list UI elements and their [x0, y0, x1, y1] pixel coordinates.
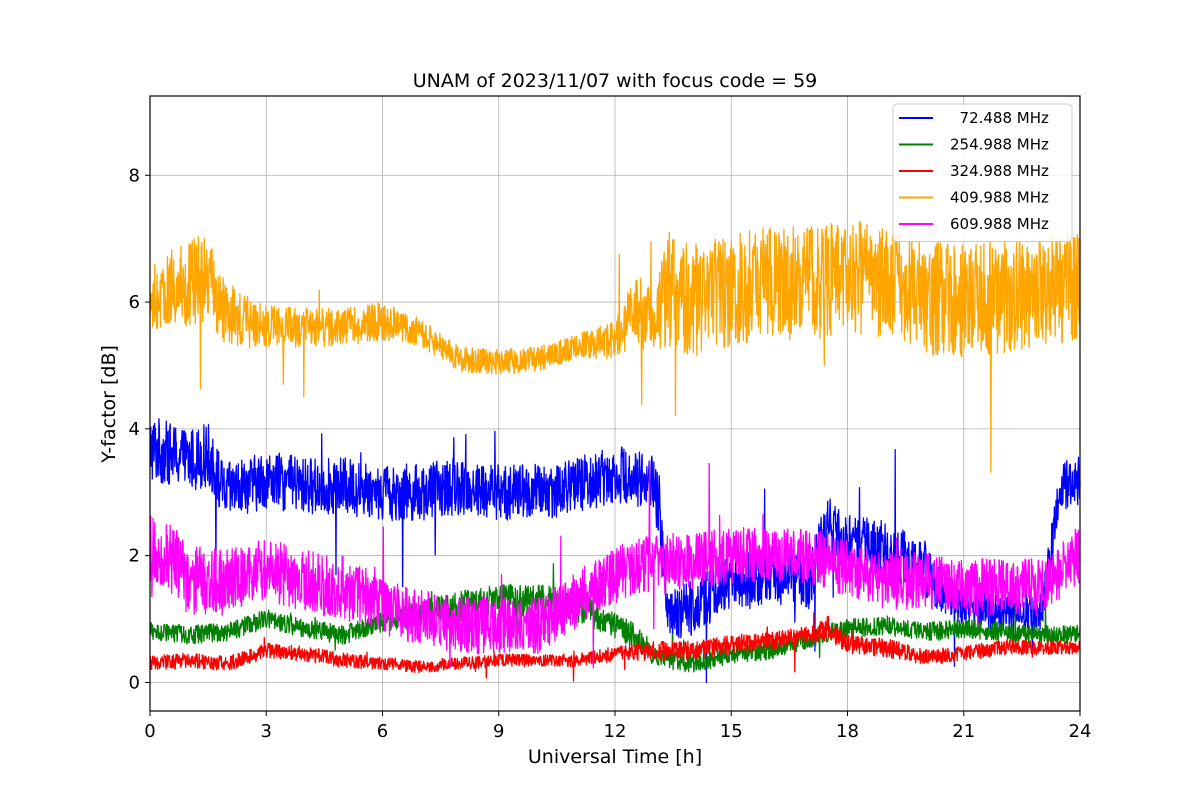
- y-tick-label: 0: [129, 672, 140, 693]
- x-tick-label: 9: [493, 721, 504, 742]
- y-axis-label: Y-factor [dB]: [98, 345, 120, 464]
- x-tick-label: 3: [261, 721, 272, 742]
- y-tick-label: 6: [129, 292, 140, 313]
- series-line: [149, 461, 1081, 669]
- x-tick-label: 15: [720, 721, 743, 742]
- x-tick-label: 0: [144, 721, 155, 742]
- legend-entry: 72.488 MHz: [950, 109, 1049, 127]
- x-tick-label: 21: [952, 721, 975, 742]
- legend: 72.488 MHz 254.988 MHz 324.988 MHz 409.988 …: [892, 103, 1073, 242]
- series-lines: [149, 220, 1081, 684]
- chart-title: UNAM of 2023/11/07 with focus code = 59: [413, 70, 818, 92]
- y-tick-label: 8: [129, 165, 140, 186]
- x-tick-label: 18: [836, 721, 859, 742]
- series-line: [149, 220, 1081, 474]
- legend-entry: 609.988 MHz: [950, 215, 1049, 233]
- legend-entry: 254.988 MHz: [950, 136, 1049, 154]
- x-tick-label: 24: [1069, 721, 1092, 742]
- legend-entry: 324.988 MHz: [950, 162, 1049, 180]
- series-line: [149, 562, 1081, 673]
- series-line: [149, 418, 1081, 684]
- x-axis-label: Universal Time [h]: [528, 746, 702, 768]
- x-tick-label: 6: [377, 721, 388, 742]
- y-tick-label: 4: [129, 419, 140, 440]
- y-tick-label: 2: [129, 546, 140, 567]
- legend-entry: 409.988 MHz: [950, 189, 1049, 207]
- x-tick-label: 12: [604, 721, 627, 742]
- legend-box: [892, 103, 1073, 242]
- series-line: [149, 612, 1081, 682]
